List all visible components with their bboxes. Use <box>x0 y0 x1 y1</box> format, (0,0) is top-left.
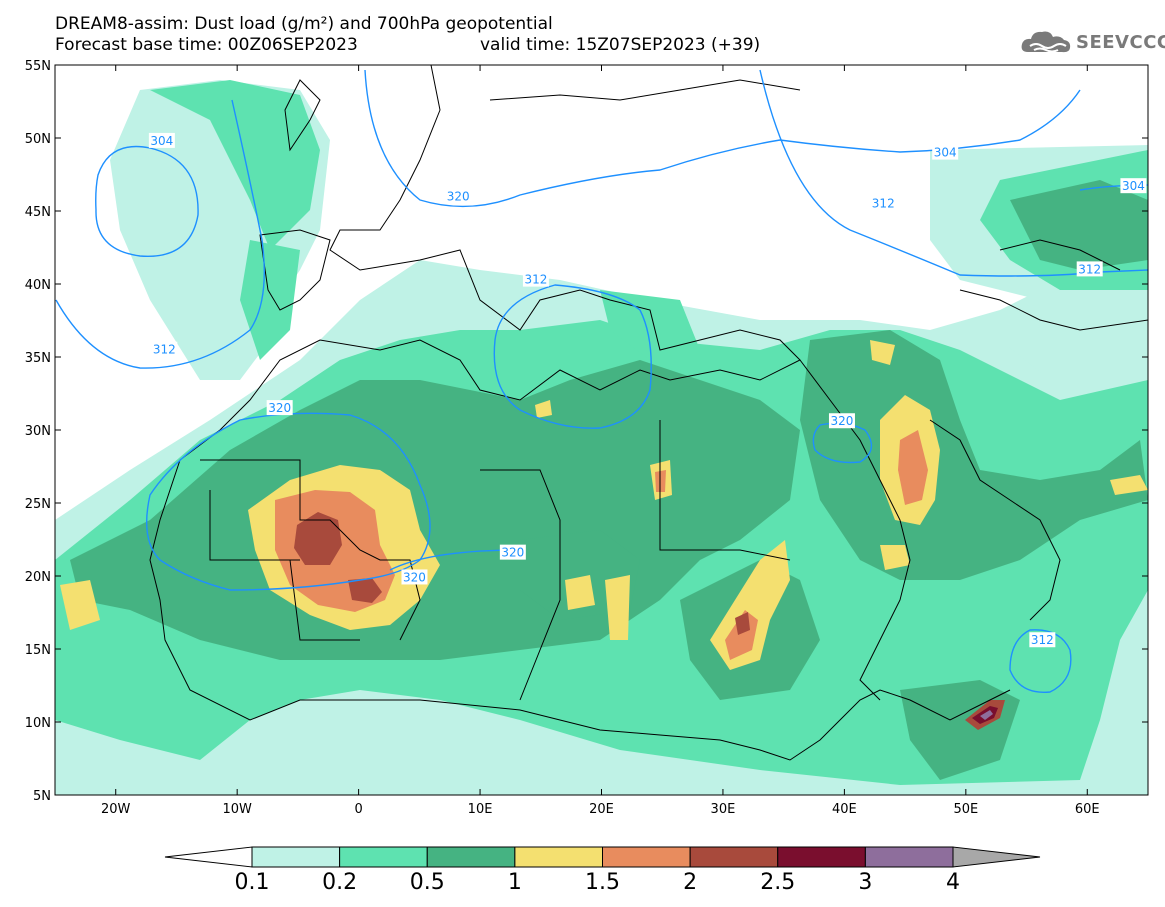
colorbar-label: 0.2 <box>322 870 357 895</box>
contour-label-bg <box>1120 178 1147 194</box>
lat-tick-label: 10N <box>25 716 51 731</box>
lat-tick-label: 15N <box>25 643 51 658</box>
colorbar-label: 2 <box>683 870 697 895</box>
colorbar-high-arrow <box>952 846 1041 868</box>
contour-label: 312 <box>1078 262 1101 276</box>
lon-tick-label: 20E <box>589 802 614 817</box>
contour-label-bg <box>266 400 293 416</box>
lat-tick-label: 55N <box>25 59 51 74</box>
colorbar-swatch <box>251 846 341 868</box>
colorbar-label: 2.5 <box>760 870 795 895</box>
seevccc-logo: SEEVCCC <box>1020 28 1165 56</box>
lon-tick-label: 50E <box>953 802 978 817</box>
lat-tick-label: 40N <box>25 278 51 293</box>
contour-label-bg <box>1076 261 1103 277</box>
contour-label: 312 <box>1031 633 1054 647</box>
contour-label-bg <box>499 544 526 560</box>
contour-label: 320 <box>501 546 524 560</box>
colorbar-label: 0.5 <box>410 870 445 895</box>
colorbar-label: 4 <box>946 870 960 895</box>
forecast-times: Forecast base time: 00Z06SEP2023 valid ti… <box>55 35 760 55</box>
lon-tick-label: 10W <box>222 802 252 817</box>
colorbar-swatch <box>689 846 779 868</box>
lon-tick-label: 30E <box>711 802 736 817</box>
contour-label: 304 <box>934 146 957 160</box>
lat-tick-label: 5N <box>33 789 51 804</box>
lon-tick-label: 60E <box>1075 802 1100 817</box>
cloud-icon <box>1021 31 1071 53</box>
colorbar-swatch <box>864 846 954 868</box>
contour-label: 320 <box>831 414 854 428</box>
colorbar: 0.1 0.2 0.5 1 1.5 2 2.5 3 4 <box>164 846 1041 895</box>
lat-tick-label: 50N <box>25 132 51 147</box>
colorbar-label: 3 <box>858 870 872 895</box>
contour-labels: 304 320 312 320 312 320 320 320 304 312 304 312 312 <box>148 132 1147 648</box>
contour-label-bg <box>828 413 855 429</box>
lat-tick-label: 35N <box>25 351 51 366</box>
contour-label-bg <box>151 341 178 357</box>
contour-label: 304 <box>1122 179 1145 193</box>
contour-label-bg <box>870 195 897 211</box>
contour-label: 320 <box>403 570 426 584</box>
lon-tick-label: 40E <box>832 802 857 817</box>
colorbar-label: 0.1 <box>235 870 270 895</box>
contour-label-bg <box>1029 632 1056 648</box>
colorbar-swatch <box>602 846 691 868</box>
lon-tick-label: 20W <box>101 802 131 817</box>
contour-label-bg <box>148 132 175 148</box>
valid-time: valid time: 15Z07SEP2023 (+39) <box>480 35 761 55</box>
colorbar-low-arrow <box>164 846 253 868</box>
lat-tick-label: 20N <box>25 570 51 585</box>
axis-ticks: 20W 10W 0 10E 20E 30E 40E 50E 60E 55N 50N 45N 40N 35N… <box>25 59 1148 817</box>
base-time: Forecast base time: 00Z06SEP2023 <box>55 35 358 55</box>
contour-label: 320 <box>268 401 291 415</box>
lon-tick-label: 0 <box>354 802 362 817</box>
contour-label-bg <box>522 271 549 287</box>
contour-label: 320 <box>447 189 470 203</box>
colorbar-label: 1 <box>508 870 522 895</box>
contour-label: 312 <box>153 343 176 357</box>
colorbar-swatch <box>339 846 428 868</box>
lon-tick-label: 10E <box>468 802 493 817</box>
colorbar-label: 1.5 <box>585 870 620 895</box>
contour-label-bg <box>932 144 959 160</box>
colorbar-swatch <box>514 846 603 868</box>
map-title: DREAM8-assim: Dust load (g/m²) and 700hP… <box>55 14 553 34</box>
contour-label-bg <box>401 569 428 585</box>
colorbar-swatch <box>426 846 516 868</box>
contour-label: 312 <box>524 273 547 287</box>
contour-label: 304 <box>150 134 173 148</box>
dust-field <box>55 65 1148 795</box>
logo-text: SEEVCCC <box>1076 31 1165 53</box>
lat-tick-label: 45N <box>25 205 51 220</box>
contour-label: 312 <box>872 197 895 211</box>
contour-label-bg <box>445 188 472 204</box>
lat-tick-label: 30N <box>25 424 51 439</box>
lat-tick-label: 25N <box>25 497 51 512</box>
colorbar-swatch <box>777 846 866 868</box>
